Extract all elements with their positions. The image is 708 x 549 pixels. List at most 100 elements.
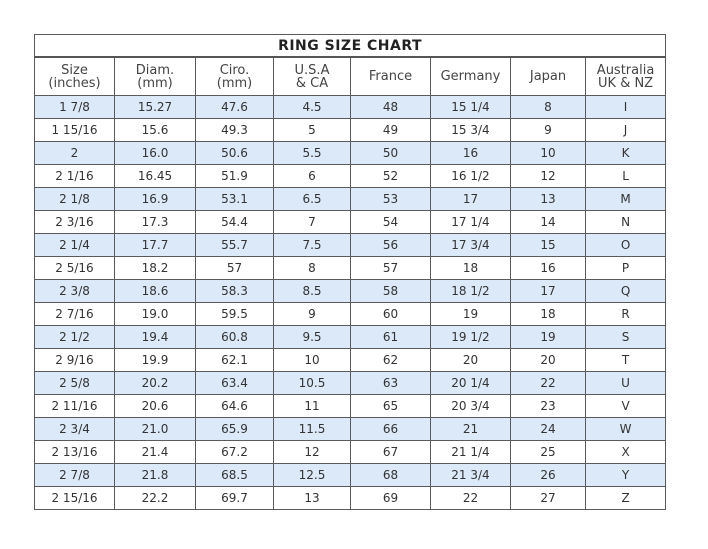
table-row: 2 3/16 17.3 54.4 7 54 17 1/4 14 N [34,210,667,234]
cell-diameter-mm: 16.0 [114,141,196,165]
cell-australia-uk-nz: Z [584,486,667,510]
table-row: 2 3/4 21.0 65.9 11.5 66 21 24 W [34,417,667,441]
cell-france: 67 [350,440,431,464]
cell-diameter-mm: 21.8 [114,463,196,487]
cell-size-inches: 2 7/8 [34,463,115,487]
cell-diameter-mm: 18.2 [114,256,196,280]
cell-germany: 21 3/4 [430,463,511,487]
cell-diameter-mm: 22.2 [114,486,196,510]
cell-australia-uk-nz: T [584,348,667,372]
header-france: France [350,56,431,96]
cell-circumference-mm: 69.7 [195,486,274,510]
cell-japan: 8 [510,95,586,119]
cell-germany: 20 1/4 [430,371,511,395]
cell-france: 58 [350,279,431,303]
cell-usa-ca: 6 [273,164,351,188]
cell-usa-ca: 11.5 [273,417,351,441]
cell-usa-ca: 12.5 [273,463,351,487]
cell-diameter-mm: 17.3 [114,210,196,234]
cell-usa-ca: 8.5 [273,279,351,303]
cell-usa-ca: 10 [273,348,351,372]
cell-france: 56 [350,233,431,257]
cell-france: 68 [350,463,431,487]
cell-usa-ca: 8 [273,256,351,280]
table-row: 1 15/16 15.6 49.3 5 49 15 3/4 9 J [34,118,667,142]
cell-size-inches: 2 3/4 [34,417,115,441]
cell-size-inches: 2 15/16 [34,486,115,510]
cell-germany: 20 3/4 [430,394,511,418]
cell-japan: 24 [510,417,586,441]
cell-circumference-mm: 47.6 [195,95,274,119]
cell-germany: 21 1/4 [430,440,511,464]
cell-size-inches: 2 11/16 [34,394,115,418]
cell-france: 50 [350,141,431,165]
cell-circumference-mm: 60.8 [195,325,274,349]
cell-usa-ca: 12 [273,440,351,464]
cell-diameter-mm: 18.6 [114,279,196,303]
cell-japan: 26 [510,463,586,487]
cell-usa-ca: 5 [273,118,351,142]
cell-germany: 21 [430,417,511,441]
cell-australia-uk-nz: N [584,210,667,234]
table-row: 2 7/8 21.8 68.5 12.5 68 21 3/4 26 Y [34,463,667,487]
cell-size-inches: 2 7/16 [34,302,115,326]
cell-france: 61 [350,325,431,349]
cell-australia-uk-nz: Q [584,279,667,303]
cell-germany: 17 [430,187,511,211]
cell-usa-ca: 10.5 [273,371,351,395]
cell-australia-uk-nz: V [584,394,667,418]
cell-japan: 16 [510,256,586,280]
cell-germany: 22 [430,486,511,510]
cell-germany: 15 3/4 [430,118,511,142]
cell-diameter-mm: 16.9 [114,187,196,211]
cell-australia-uk-nz: X [584,440,667,464]
cell-germany: 17 1/4 [430,210,511,234]
cell-circumference-mm: 59.5 [195,302,274,326]
cell-size-inches: 2 1/8 [34,187,115,211]
cell-diameter-mm: 15.6 [114,118,196,142]
cell-germany: 16 1/2 [430,164,511,188]
cell-diameter-mm: 16.45 [114,164,196,188]
cell-australia-uk-nz: U [584,371,667,395]
ring-size-chart-table: RING SIZE CHART Size (inches) Diam. (mm) C… [33,34,667,510]
header-usa-ca: U.S.A & CA [273,56,351,96]
cell-diameter-mm: 20.6 [114,394,196,418]
cell-circumference-mm: 63.4 [195,371,274,395]
cell-circumference-mm: 51.9 [195,164,274,188]
cell-size-inches: 2 13/16 [34,440,115,464]
cell-australia-uk-nz: W [584,417,667,441]
cell-germany: 15 1/4 [430,95,511,119]
cell-usa-ca: 4.5 [273,95,351,119]
cell-size-inches: 2 1/16 [34,164,115,188]
cell-france: 52 [350,164,431,188]
header-size-inches: Size (inches) [34,56,115,96]
table-body: 1 7/8 15.27 47.6 4.5 48 15 1/4 8 I 1 15/16 15.6 49… [34,95,667,510]
cell-circumference-mm: 57 [195,256,274,280]
cell-japan: 10 [510,141,586,165]
cell-australia-uk-nz: S [584,325,667,349]
cell-japan: 13 [510,187,586,211]
cell-japan: 9 [510,118,586,142]
table-row: 2 9/16 19.9 62.1 10 62 20 20 T [34,348,667,372]
cell-australia-uk-nz: O [584,233,667,257]
cell-germany: 18 [430,256,511,280]
cell-australia-uk-nz: Y [584,463,667,487]
cell-france: 54 [350,210,431,234]
cell-france: 66 [350,417,431,441]
cell-japan: 15 [510,233,586,257]
cell-usa-ca: 7 [273,210,351,234]
cell-usa-ca: 9.5 [273,325,351,349]
cell-circumference-mm: 62.1 [195,348,274,372]
cell-france: 62 [350,348,431,372]
cell-australia-uk-nz: J [584,118,667,142]
cell-france: 60 [350,302,431,326]
header-row: Size (inches) Diam. (mm) Ciro. (mm) U.S.A &… [34,56,667,96]
cell-usa-ca: 9 [273,302,351,326]
cell-usa-ca: 11 [273,394,351,418]
table-row: 2 1/8 16.9 53.1 6.5 53 17 13 M [34,187,667,211]
cell-australia-uk-nz: I [584,95,667,119]
cell-france: 57 [350,256,431,280]
cell-diameter-mm: 17.7 [114,233,196,257]
cell-diameter-mm: 15.27 [114,95,196,119]
cell-france: 53 [350,187,431,211]
